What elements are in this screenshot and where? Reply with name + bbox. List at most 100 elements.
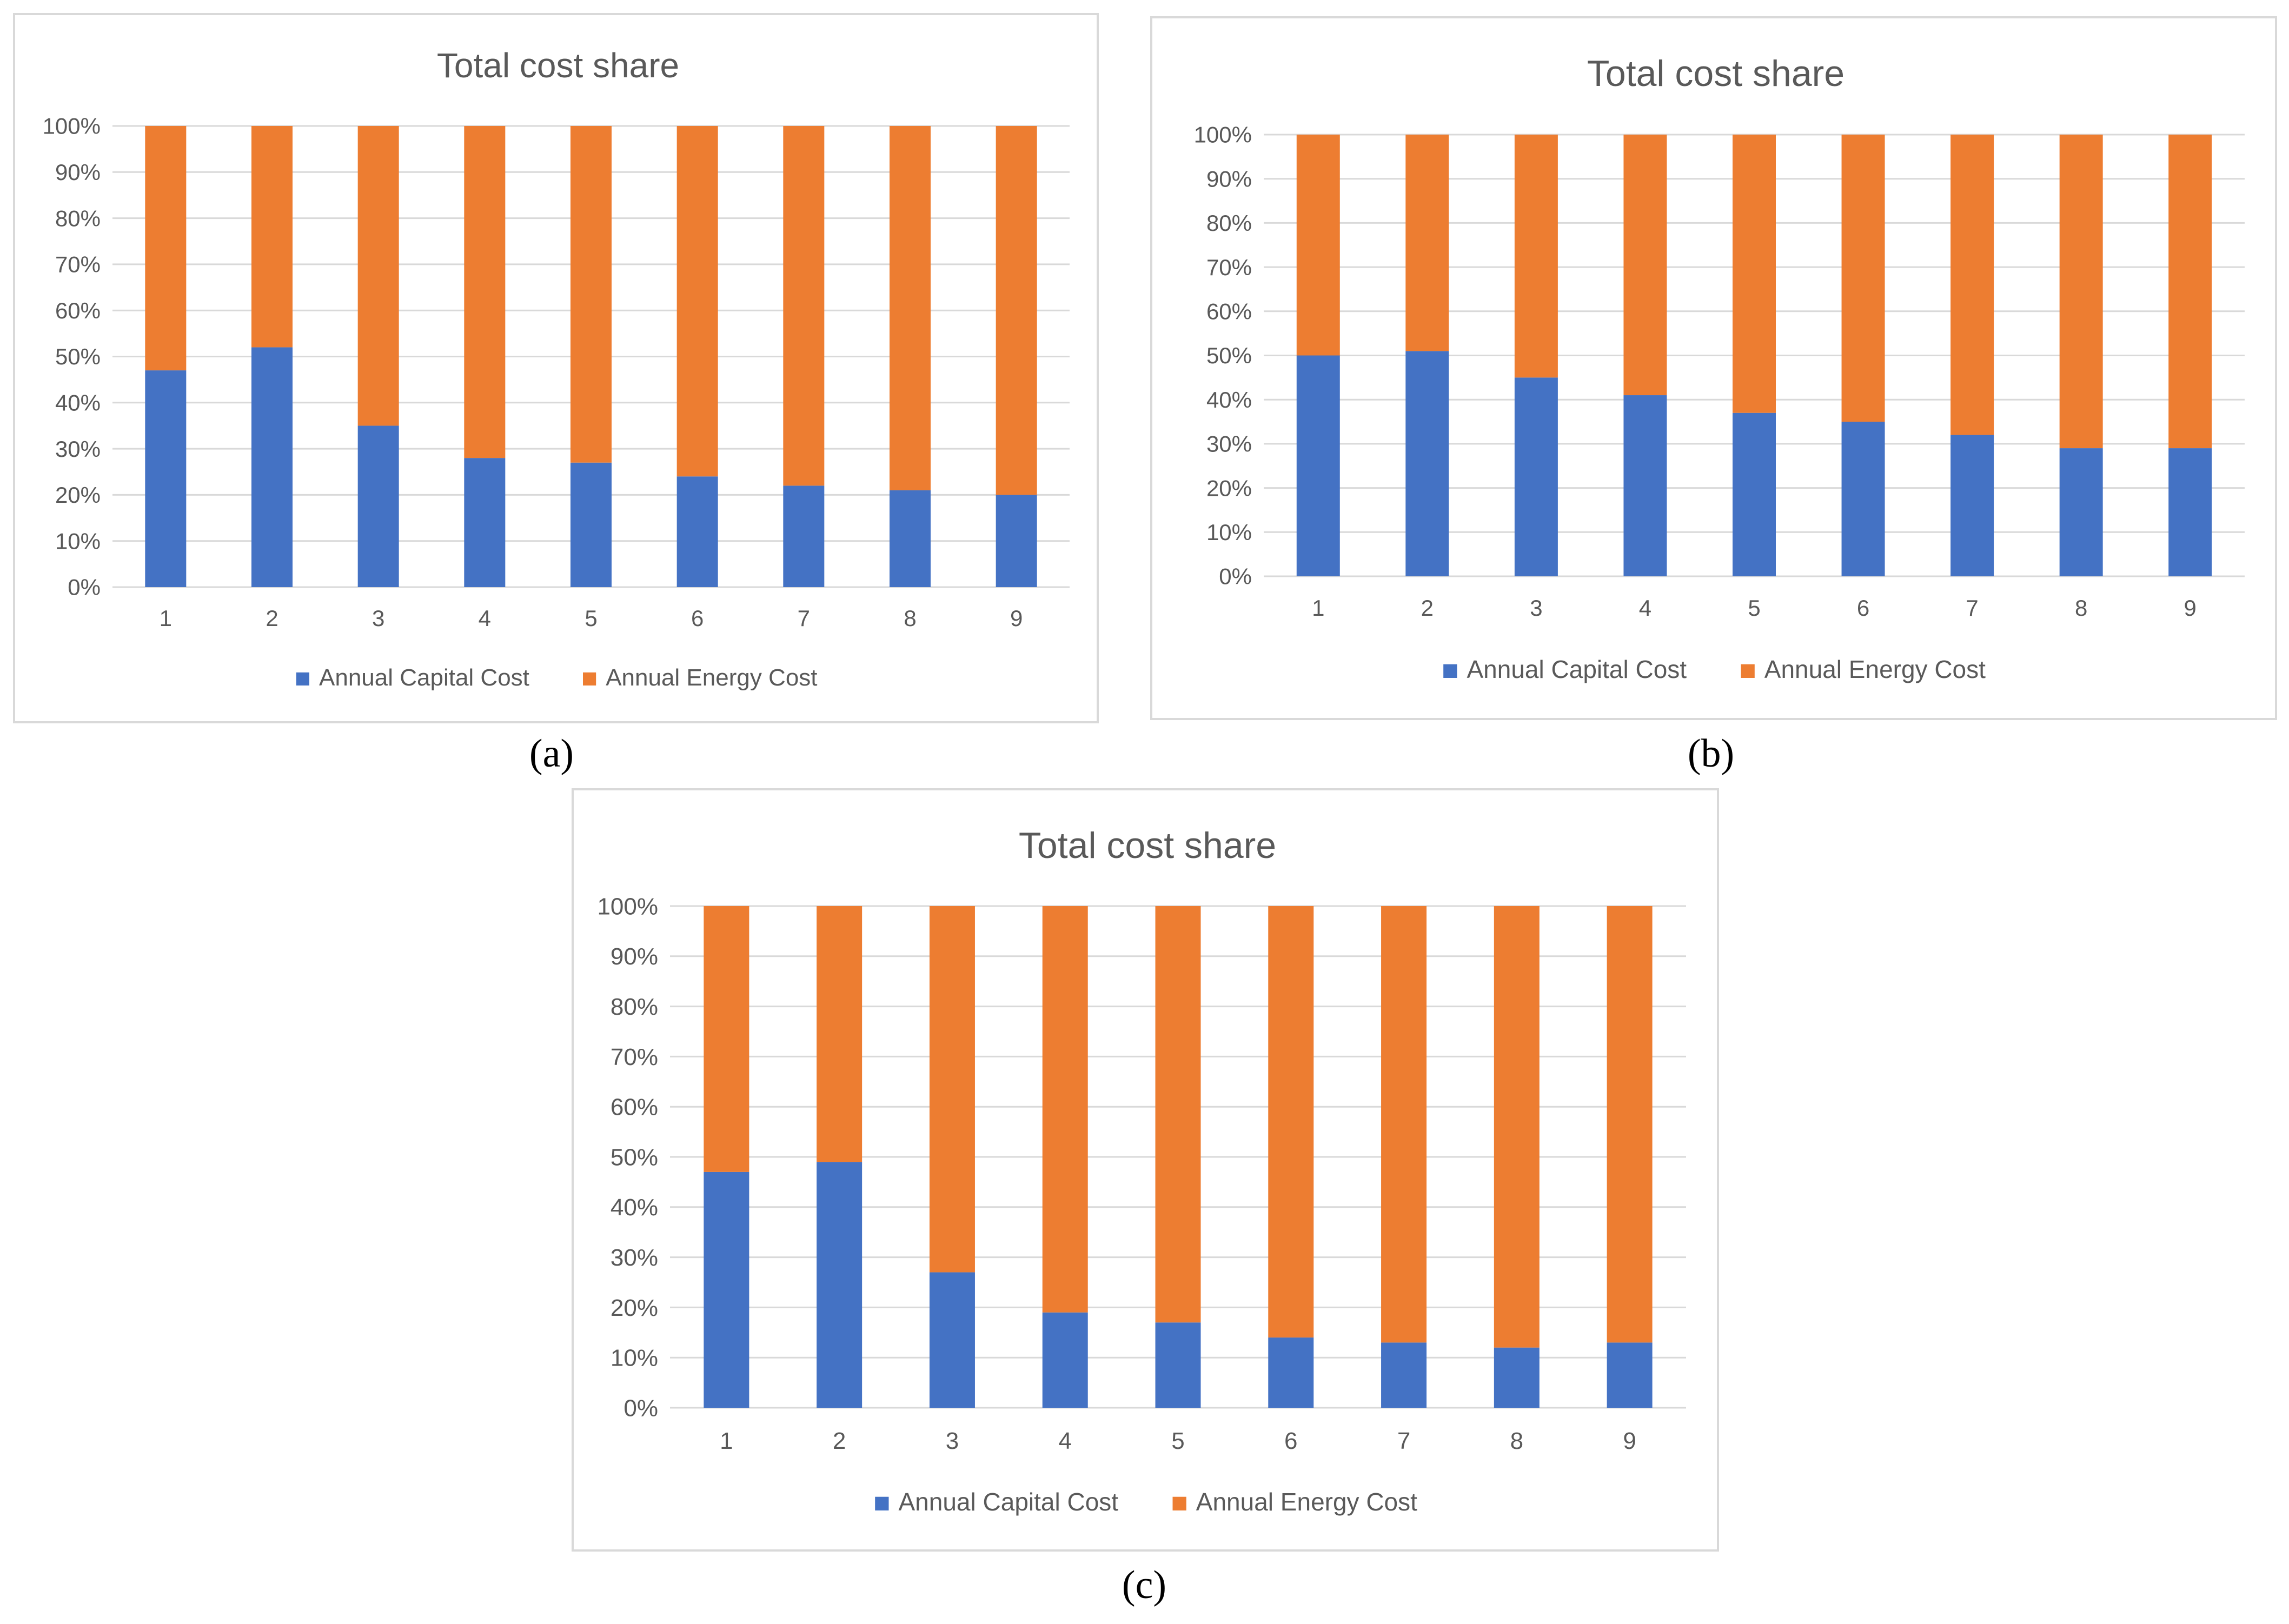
chart-c-bar-capital-2 bbox=[817, 1162, 862, 1408]
chart-c-ytick-label: 40% bbox=[611, 1194, 658, 1221]
chart-b-bar-energy-5 bbox=[1733, 135, 1776, 413]
chart-a-title: Total cost share bbox=[437, 46, 679, 85]
chart-c-bar-energy-2 bbox=[817, 906, 862, 1162]
chart-a-bar-capital-1 bbox=[145, 370, 187, 587]
chart-a-ytick-label: 30% bbox=[55, 436, 101, 462]
chart-b-bar-energy-8 bbox=[2059, 135, 2103, 449]
chart-a-xtick-label: 2 bbox=[266, 605, 278, 631]
chart-a-bar-capital-8 bbox=[890, 490, 931, 587]
chart-b-title: Total cost share bbox=[1587, 53, 1845, 94]
caption-a: (a) bbox=[529, 731, 574, 776]
chart-c-ytick-label: 80% bbox=[611, 994, 658, 1020]
chart-panel-a: Total cost share 0% 10% 20% 30% 40% 50% 60% 70% 8… bbox=[13, 13, 1099, 723]
chart-a-bar-capital-3 bbox=[357, 425, 399, 587]
chart-b-bar-capital-4 bbox=[1623, 395, 1667, 576]
chart-a-bar-energy-7 bbox=[783, 126, 825, 486]
chart-a-bar-capital-5 bbox=[570, 462, 612, 587]
chart-b-bar-capital-7 bbox=[1950, 435, 1994, 576]
chart-c-xtick-label: 6 bbox=[1284, 1428, 1297, 1454]
chart-c-bar-energy-3 bbox=[929, 906, 975, 1273]
chart-c-ytick-label: 70% bbox=[611, 1044, 658, 1070]
chart-c-bar-capital-7 bbox=[1381, 1342, 1427, 1408]
chart-b-xtick-label: 1 bbox=[1312, 595, 1324, 621]
chart-c-bar-energy-5 bbox=[1155, 906, 1201, 1323]
chart-b-ytick-label: 50% bbox=[1206, 343, 1252, 368]
chart-b-xtick-label: 9 bbox=[2184, 595, 2197, 621]
chart-c-xtick-label: 3 bbox=[946, 1428, 959, 1454]
chart-c-xtick-label: 1 bbox=[720, 1428, 733, 1454]
chart-a-xtick-label: 1 bbox=[160, 605, 172, 631]
chart-c-legend-swatch-capital bbox=[875, 1496, 889, 1510]
chart-a-bar-energy-8 bbox=[890, 126, 931, 490]
chart-c-xtick-label: 8 bbox=[1510, 1428, 1523, 1454]
chart-b-legend-swatch-capital bbox=[1443, 664, 1457, 678]
chart-b-bar-capital-6 bbox=[1841, 422, 1885, 576]
chart-c-ytick-label: 50% bbox=[611, 1144, 658, 1170]
chart-a-bar-energy-2 bbox=[251, 126, 293, 348]
chart-a-bar-capital-7 bbox=[783, 485, 825, 587]
chart-a-legend-label-energy: Annual Energy Cost bbox=[606, 664, 817, 691]
chart-c-xtick-label: 9 bbox=[1623, 1428, 1636, 1454]
chart-b-ytick-label: 80% bbox=[1206, 210, 1252, 236]
chart-a-bar-energy-4 bbox=[464, 126, 506, 458]
chart-b-xtick-label: 6 bbox=[1857, 595, 1869, 621]
chart-c-bar-energy-6 bbox=[1268, 906, 1314, 1338]
chart-a-xtick-label: 9 bbox=[1010, 605, 1023, 631]
chart-c-ytick-label: 100% bbox=[597, 893, 658, 920]
chart-b-ytick-label: 20% bbox=[1206, 475, 1252, 501]
chart-b-ytick-label: 90% bbox=[1206, 166, 1252, 191]
chart-b-ytick-label: 30% bbox=[1206, 431, 1252, 457]
chart-c-bar-energy-7 bbox=[1381, 906, 1427, 1343]
caption-b: (b) bbox=[1687, 731, 1735, 776]
chart-b-bar-capital-9 bbox=[2168, 448, 2212, 576]
chart-b-legend-label-capital: Annual Capital Cost bbox=[1467, 655, 1687, 683]
chart-c-xtick-label: 4 bbox=[1058, 1428, 1071, 1454]
chart-b-bar-capital-5 bbox=[1733, 412, 1776, 576]
chart-a-legend-swatch-energy bbox=[583, 672, 596, 685]
chart-a-ytick-label: 100% bbox=[43, 114, 101, 139]
chart-a-bar-energy-6 bbox=[676, 126, 718, 477]
chart-b-bar-energy-7 bbox=[1950, 135, 1994, 435]
chart-a-ytick-label: 80% bbox=[55, 205, 101, 231]
chart-b-xtick-label: 7 bbox=[1966, 595, 1978, 621]
chart-c-bar-energy-1 bbox=[704, 906, 749, 1172]
chart-b-bar-energy-1 bbox=[1296, 135, 1340, 356]
chart-b-bar-energy-3 bbox=[1514, 135, 1558, 378]
chart-b-xtick-label: 5 bbox=[1748, 595, 1760, 621]
chart-a-bar-energy-1 bbox=[145, 126, 187, 371]
chart-a-bar-capital-9 bbox=[996, 495, 1037, 587]
chart-b-bar-energy-2 bbox=[1405, 135, 1449, 351]
chart-b-xtick-label: 3 bbox=[1530, 595, 1542, 621]
chart-c-legend-label-capital: Annual Capital Cost bbox=[899, 1488, 1119, 1516]
chart-c-title: Total cost share bbox=[1019, 825, 1276, 866]
chart-a-ytick-label: 20% bbox=[55, 482, 101, 508]
chart-b-ytick-label: 60% bbox=[1206, 299, 1252, 324]
chart-b-bar-capital-3 bbox=[1514, 377, 1558, 576]
chart-b-xtick-label: 4 bbox=[1639, 595, 1651, 621]
chart-c-bar-capital-9 bbox=[1607, 1342, 1653, 1408]
chart-c-bar-energy-8 bbox=[1494, 906, 1540, 1348]
chart-a-xtick-label: 5 bbox=[585, 605, 597, 631]
chart-c-xtick-label: 7 bbox=[1397, 1428, 1410, 1454]
chart-c-ytick-label: 0% bbox=[623, 1395, 658, 1421]
chart-a-xtick-label: 7 bbox=[798, 605, 810, 631]
chart-b-bar-energy-4 bbox=[1623, 135, 1667, 396]
chart-a-xtick-label: 4 bbox=[479, 605, 491, 631]
chart-b-legend-swatch-energy bbox=[1741, 664, 1755, 678]
chart-b-ytick-label: 100% bbox=[1194, 122, 1252, 148]
chart-a-legend-swatch-capital bbox=[296, 672, 309, 685]
chart-c-bar-capital-3 bbox=[929, 1272, 975, 1408]
chart-a-legend-label-capital: Annual Capital Cost bbox=[319, 664, 529, 691]
chart-c-bar-capital-4 bbox=[1042, 1312, 1088, 1408]
chart-a-svg: Total cost share 0% 10% 20% 30% 40% 50% 60% 70% 8… bbox=[43, 46, 1070, 691]
caption-c: (c) bbox=[1122, 1563, 1167, 1607]
chart-a-bar-energy-3 bbox=[357, 126, 399, 426]
chart-b-ytick-label: 10% bbox=[1206, 520, 1252, 545]
chart-b-legend-label-energy: Annual Energy Cost bbox=[1764, 655, 1986, 683]
chart-c-bar-capital-5 bbox=[1155, 1322, 1201, 1408]
chart-a-bar-energy-5 bbox=[570, 126, 612, 463]
chart-b-bar-capital-2 bbox=[1405, 351, 1449, 576]
chart-a-ytick-label: 50% bbox=[55, 344, 101, 369]
chart-b-bar-energy-6 bbox=[1841, 135, 1885, 422]
chart-c-xtick-label: 2 bbox=[833, 1428, 846, 1454]
